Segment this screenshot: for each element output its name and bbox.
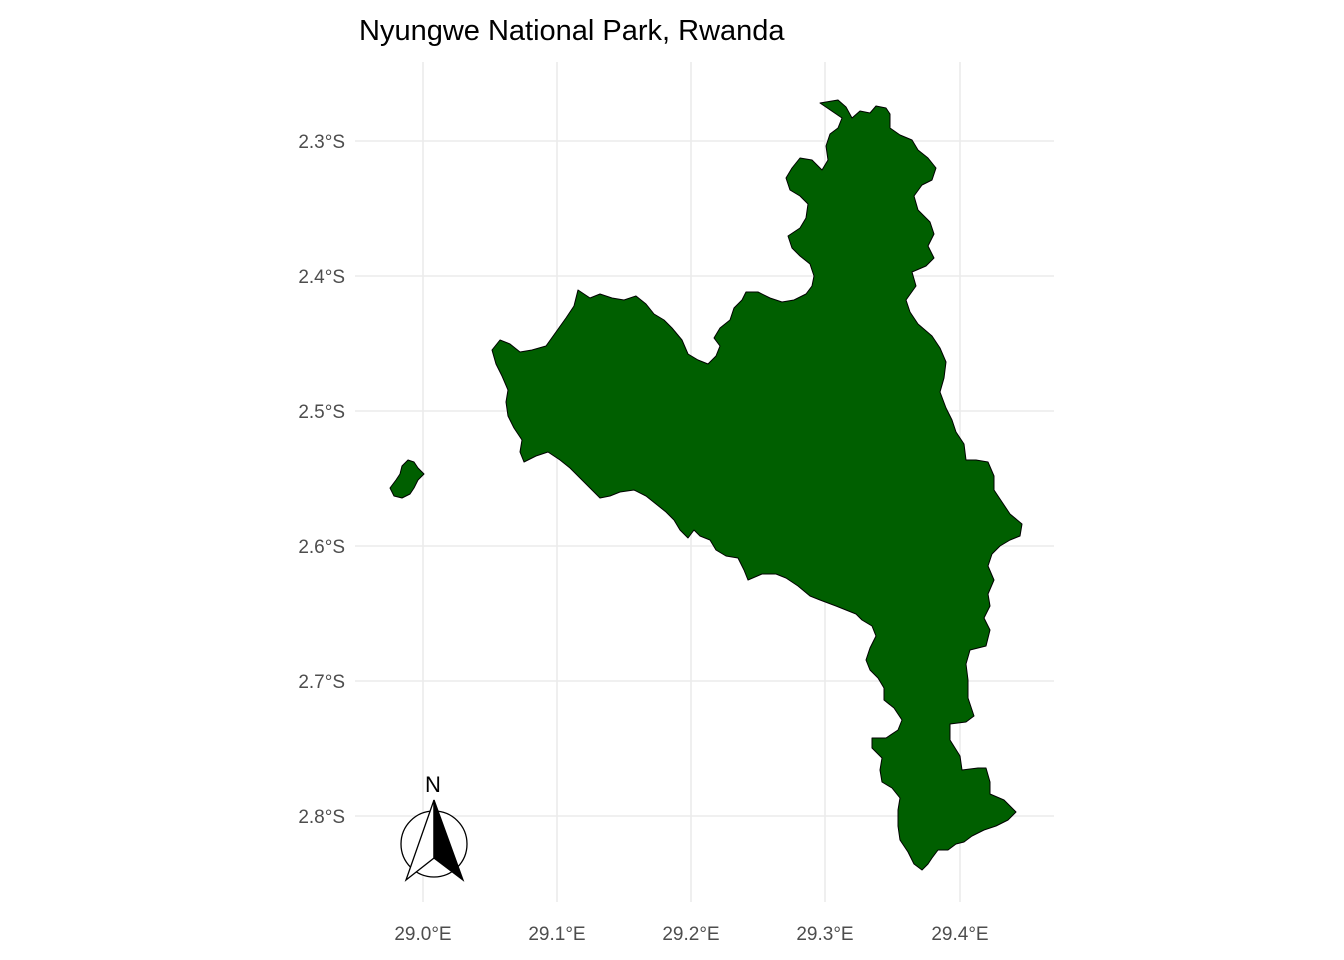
y-tick-label: 2.8°S — [298, 807, 345, 828]
x-tick-label: 29.4°E — [931, 924, 988, 945]
x-tick-label: 29.1°E — [528, 924, 585, 945]
north-arrow-label: N — [425, 772, 441, 797]
y-axis-labels: 2.3°S 2.4°S 2.5°S 2.6°S 2.7°S 2.8°S — [298, 132, 345, 828]
y-tick-label: 2.4°S — [298, 267, 345, 288]
y-tick-label: 2.7°S — [298, 672, 345, 693]
x-tick-label: 29.2°E — [662, 924, 719, 945]
north-arrow-right-half — [433, 799, 465, 882]
x-axis-labels: 29.0°E 29.1°E 29.2°E 29.3°E 29.4°E — [394, 924, 988, 945]
y-tick-label: 2.5°S — [298, 402, 345, 423]
y-tick-label: 2.3°S — [298, 132, 345, 153]
x-tick-label: 29.3°E — [796, 924, 853, 945]
park-islet-polygon — [389, 459, 425, 499]
park-area — [389, 99, 1023, 871]
north-arrow: N — [400, 772, 468, 882]
x-tick-label: 29.0°E — [394, 924, 451, 945]
park-main-polygon — [491, 99, 1023, 871]
map-title: Nyungwe National Park, Rwanda — [359, 15, 785, 47]
y-tick-label: 2.6°S — [298, 537, 345, 558]
